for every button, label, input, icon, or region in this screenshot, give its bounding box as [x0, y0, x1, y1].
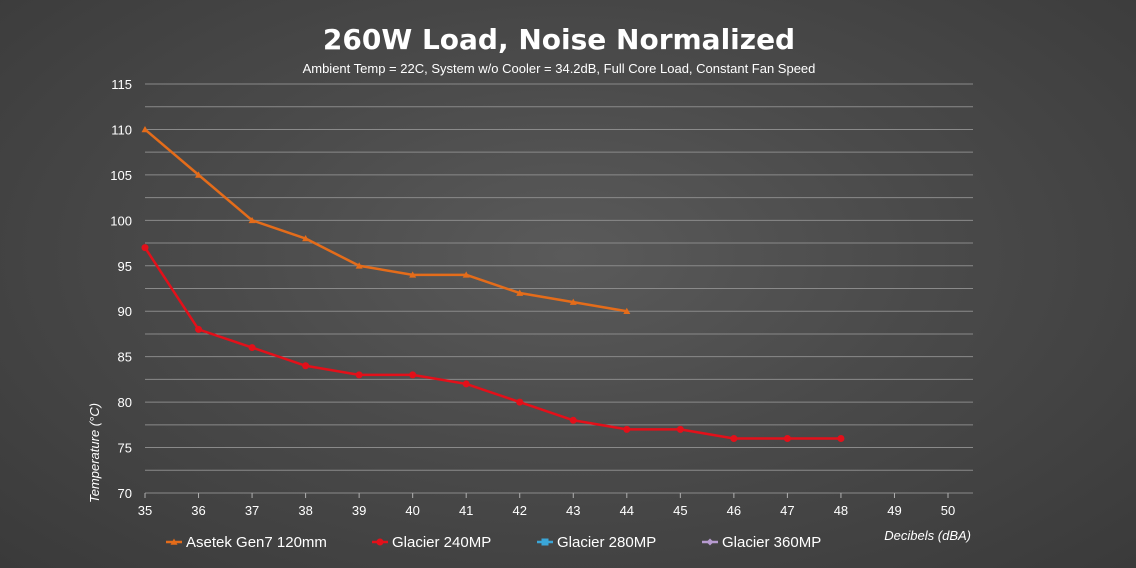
- data-point: [302, 362, 310, 370]
- data-point: [676, 425, 684, 433]
- legend-item: Glacier 360MP: [702, 534, 821, 551]
- legend-label: Glacier 240MP: [392, 534, 491, 551]
- data-point: [516, 398, 524, 406]
- data-point: [783, 434, 791, 442]
- data-point: [409, 271, 417, 278]
- data-point: [355, 262, 363, 269]
- x-tick-label: 40: [405, 503, 419, 518]
- data-point: [706, 538, 714, 546]
- series-group: [141, 125, 631, 315]
- x-tick-label: 47: [780, 503, 794, 518]
- legend-item: Glacier 240MP: [372, 534, 491, 551]
- y-tick-label: 105: [110, 168, 132, 183]
- x-tick-label: 44: [620, 503, 634, 518]
- y-tick-label: 100: [110, 213, 132, 228]
- data-point: [623, 425, 631, 433]
- data-point: [141, 125, 149, 133]
- legend: Asetek Gen7 120mm Glacier 240MP Glacier 28…: [166, 534, 821, 551]
- y-axis-label: Temperature (°C): [87, 403, 102, 503]
- x-tick-label: 43: [566, 503, 580, 518]
- y-tick-label: 90: [118, 304, 132, 319]
- data-point: [302, 235, 310, 242]
- y-tick-label: 85: [118, 350, 132, 365]
- data-point: [141, 244, 149, 252]
- x-tick-label: 36: [191, 503, 205, 518]
- y-tick-label: 70: [118, 486, 132, 501]
- data-point: [248, 216, 256, 224]
- data-point: [837, 434, 845, 442]
- data-point: [623, 307, 631, 315]
- y-tick-label: 115: [111, 77, 132, 92]
- data-point: [170, 538, 178, 545]
- data-point: [248, 344, 256, 352]
- data-point: [541, 538, 549, 546]
- x-axis-label: Decibels (dBA): [884, 528, 971, 543]
- x-tick-label: 46: [727, 503, 741, 518]
- y-tick-label: 80: [118, 395, 132, 410]
- y-axis-ticks: 70 75 80 85 90 95 100 105 110 115: [110, 77, 132, 501]
- chart-title: 260W Load, Noise Normalized: [323, 23, 795, 56]
- data-point: [569, 298, 577, 305]
- series-line: [143, 246, 841, 440]
- x-tick-label: 39: [352, 503, 366, 518]
- series-group: [141, 244, 845, 442]
- data-point: [730, 434, 738, 442]
- legend-item: Asetek Gen7 120mm: [166, 534, 327, 551]
- x-axis-ticks: 35 36 37 38 39 40 41 42 43 44 45 46 47 48 49 50: [138, 493, 955, 518]
- data-point: [195, 171, 203, 178]
- data-point: [462, 380, 470, 388]
- x-tick-label: 35: [138, 503, 152, 518]
- x-tick-label: 42: [512, 503, 526, 518]
- x-tick-label: 49: [887, 503, 901, 518]
- y-tick-label: 75: [118, 441, 132, 456]
- series-line: [144, 128, 628, 313]
- x-tick-label: 41: [459, 503, 473, 518]
- data-point: [409, 371, 417, 379]
- x-tick-label: 50: [941, 503, 955, 518]
- y-tick-label: 110: [111, 122, 132, 137]
- x-tick-label: 45: [673, 503, 687, 518]
- gridlines: [145, 83, 973, 494]
- data-point: [569, 416, 577, 424]
- legend-label: Asetek Gen7 120mm: [186, 534, 327, 551]
- data-point: [376, 538, 384, 546]
- x-tick-label: 38: [298, 503, 312, 518]
- series-lines: [141, 125, 845, 442]
- data-point: [195, 325, 203, 333]
- x-tick-label: 37: [245, 503, 259, 518]
- legend-item: Glacier 280MP: [537, 534, 656, 551]
- legend-label: Glacier 280MP: [557, 534, 656, 551]
- chart-subtitle: Ambient Temp = 22C, System w/o Cooler = …: [303, 61, 816, 76]
- y-tick-label: 95: [118, 259, 132, 274]
- data-point: [462, 271, 470, 278]
- data-point: [355, 371, 363, 379]
- x-tick-label: 48: [834, 503, 848, 518]
- legend-label: Glacier 360MP: [722, 534, 821, 551]
- data-point: [516, 289, 524, 296]
